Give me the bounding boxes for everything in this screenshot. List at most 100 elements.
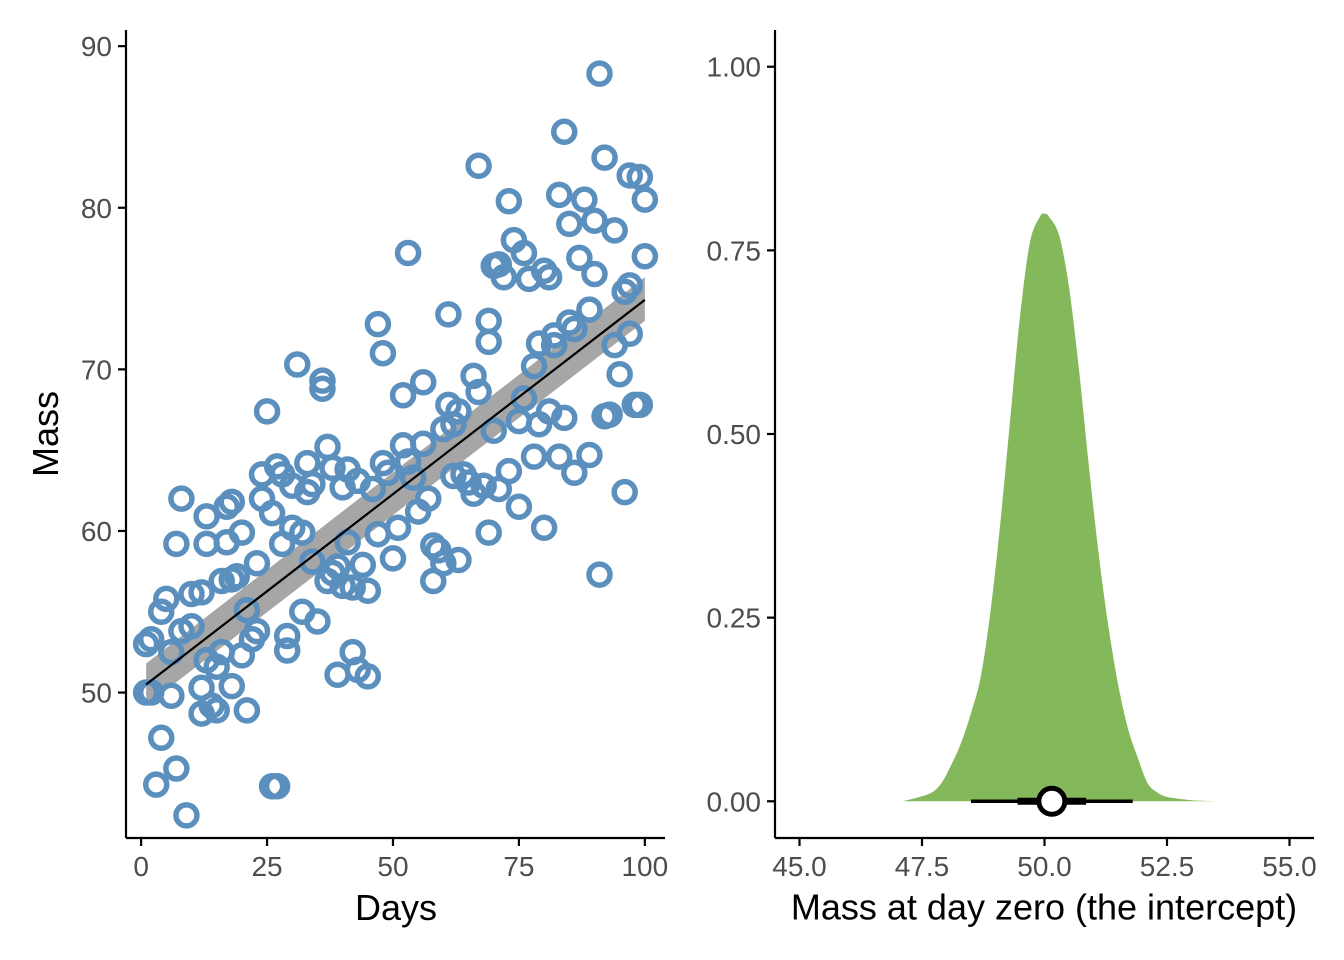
data-point xyxy=(198,692,225,719)
data-point xyxy=(142,771,170,798)
data-point xyxy=(460,362,487,390)
data-point xyxy=(586,60,613,87)
data-point xyxy=(319,454,346,482)
data-point xyxy=(354,663,382,690)
data-point xyxy=(480,417,507,445)
data-point xyxy=(218,488,246,516)
data-point xyxy=(485,251,513,278)
data-point xyxy=(409,369,437,396)
data-point xyxy=(581,260,608,288)
data-point xyxy=(178,580,205,608)
data-point xyxy=(616,272,643,299)
data-point xyxy=(440,411,467,438)
scatter-panel: 0 25 50 75 100 50 60 70 80 90 Days Mass xyxy=(25,30,668,928)
data-point xyxy=(561,315,588,343)
data-point xyxy=(273,637,301,664)
left-y-axis-title: Mass xyxy=(25,391,66,477)
data-point xyxy=(299,548,326,575)
data-point xyxy=(530,514,558,541)
data-point xyxy=(601,217,628,244)
data-point xyxy=(369,339,397,367)
data-point xyxy=(309,375,336,403)
data-point xyxy=(556,210,583,238)
data-point xyxy=(173,802,200,829)
data-point xyxy=(616,320,643,348)
x-tick-label: 50.0 xyxy=(1017,851,1072,882)
fit-line xyxy=(145,299,646,686)
data-point xyxy=(495,188,523,215)
data-point xyxy=(233,697,261,724)
point-interval xyxy=(971,785,1133,817)
data-point xyxy=(571,186,598,213)
y-tick-label: 60 xyxy=(81,516,112,547)
x-tick-label: 75 xyxy=(503,851,534,882)
data-point xyxy=(576,296,603,323)
data-point xyxy=(314,433,341,461)
regression-line xyxy=(145,299,646,686)
data-point xyxy=(425,537,452,564)
data-point xyxy=(379,545,407,572)
data-point xyxy=(137,625,165,653)
data-point xyxy=(510,239,538,267)
data-point xyxy=(465,378,492,406)
data-point xyxy=(581,207,608,234)
data-point xyxy=(208,567,235,595)
left-x-ticks: 0 25 50 75 100 xyxy=(133,838,668,882)
data-point xyxy=(158,682,185,710)
data-point xyxy=(394,239,422,267)
data-point xyxy=(535,263,563,291)
data-point xyxy=(551,118,578,146)
data-point xyxy=(299,470,326,498)
x-tick-label: 100 xyxy=(621,851,668,882)
data-point xyxy=(445,398,472,425)
data-point xyxy=(354,577,382,605)
data-point xyxy=(510,385,538,412)
data-point xyxy=(475,307,502,335)
data-point xyxy=(409,430,437,457)
data-point xyxy=(399,464,427,491)
data-point xyxy=(505,493,533,520)
data-point xyxy=(228,519,256,546)
data-point xyxy=(258,499,286,527)
data-point xyxy=(263,773,291,800)
data-point xyxy=(566,244,593,272)
data-point xyxy=(591,144,618,171)
data-point xyxy=(253,398,281,425)
data-point xyxy=(611,478,638,506)
data-point xyxy=(586,561,613,588)
x-tick-label: 45.0 xyxy=(772,851,827,882)
data-point xyxy=(304,608,331,635)
x-tick-label: 55.0 xyxy=(1262,851,1317,882)
data-point xyxy=(435,301,462,328)
data-point xyxy=(148,598,175,626)
data-point xyxy=(334,529,361,556)
data-point xyxy=(545,443,573,470)
data-point xyxy=(193,503,220,530)
data-point xyxy=(329,572,356,600)
data-point xyxy=(596,401,623,428)
data-point xyxy=(430,550,457,577)
data-point xyxy=(465,152,492,179)
data-point xyxy=(475,328,502,356)
data-point xyxy=(576,441,603,469)
posterior-density xyxy=(902,213,1216,802)
data-point xyxy=(223,562,251,590)
data-point xyxy=(414,485,442,512)
data-point xyxy=(233,596,261,624)
left-y-ticks: 50 60 70 80 90 xyxy=(81,31,126,709)
data-point xyxy=(384,514,412,541)
data-point xyxy=(158,638,185,666)
y-tick-label: 1.00 xyxy=(707,52,762,83)
data-point xyxy=(445,546,472,574)
right-y-ticks: 0.00 0.25 0.50 0.75 1.00 xyxy=(707,52,775,817)
right-x-axis-title: Mass at day zero (the intercept) xyxy=(791,886,1297,927)
data-point xyxy=(374,459,402,487)
data-point xyxy=(495,457,523,485)
y-tick-label: 90 xyxy=(81,31,112,62)
data-point xyxy=(218,672,246,700)
point-estimate xyxy=(1036,785,1068,817)
x-tick-label: 52.5 xyxy=(1140,851,1195,882)
data-point xyxy=(606,360,633,388)
x-tick-label: 25 xyxy=(251,851,282,882)
data-point xyxy=(163,530,190,558)
